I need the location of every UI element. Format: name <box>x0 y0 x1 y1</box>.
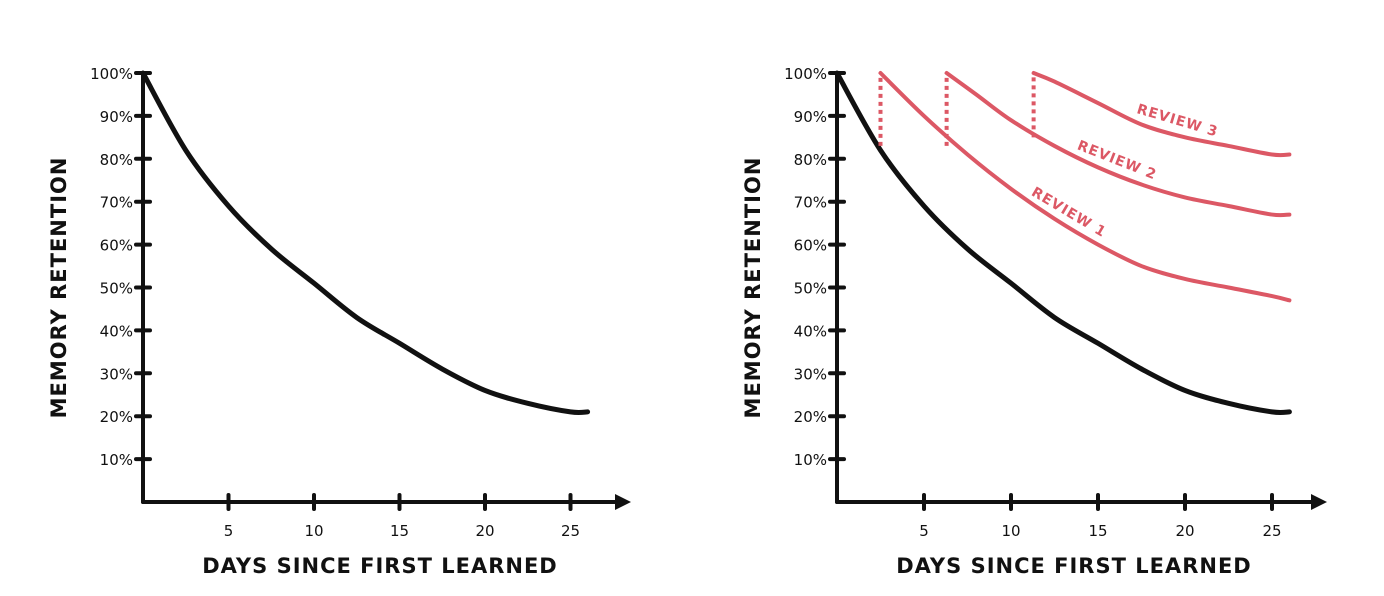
y-tick-label: 40% <box>794 322 827 340</box>
forgetting-curve-line <box>834 70 1292 416</box>
y-tick-label: 70% <box>794 194 827 212</box>
y-tick-label: 20% <box>100 408 133 426</box>
y-axis-label: MEMORY RETENTION <box>47 157 71 419</box>
review-3-curve <box>1031 71 1292 158</box>
review-2-curve <box>944 71 1292 218</box>
x-tick-label: 20 <box>475 522 494 540</box>
y-tick-label: 80% <box>100 151 133 169</box>
x-tick-label: 10 <box>1001 522 1020 540</box>
y-tick-label: 70% <box>100 194 133 212</box>
y-tick-label: 90% <box>794 108 827 126</box>
x-tick-label: 5 <box>919 522 929 540</box>
y-tick-label: 30% <box>794 365 827 383</box>
y-tick-label: 60% <box>100 237 133 255</box>
y-tick-label: 50% <box>100 280 133 298</box>
review-1-label: REVIEW 1 <box>1028 184 1108 241</box>
y-tick-label: 50% <box>794 280 827 298</box>
review-1-curve <box>878 71 1292 303</box>
y-tick-label: 100% <box>784 65 827 83</box>
y-tick-label: 30% <box>100 365 133 383</box>
y-tick-label: 40% <box>100 322 133 340</box>
x-tick-label: 15 <box>1088 522 1107 540</box>
x-axis-arrow <box>615 494 631 510</box>
y-tick-label: 10% <box>100 451 133 469</box>
chart-panel-1: 10% 20% 30% 40% 50% 60% 70% 80% 90% 100% 5 10 15 20 25… <box>47 65 631 578</box>
y-tick-label: 90% <box>100 108 133 126</box>
forgetting-curve-line <box>140 70 591 416</box>
x-axis-label: DAYS SINCE FIRST LEARNED <box>896 554 1252 578</box>
x-tick-label: 5 <box>224 522 234 540</box>
x-tick-label: 10 <box>304 522 323 540</box>
y-tick-label: 80% <box>794 151 827 169</box>
x-tick-label: 20 <box>1175 522 1194 540</box>
y-tick-label: 60% <box>794 237 827 255</box>
y-tick-label: 100% <box>90 65 133 83</box>
chart-panel-2: 10% 20% 30% 40% 50% 60% 70% 80% 90% 100% 5 10 15 20 25… <box>741 65 1327 578</box>
x-axis-label: DAYS SINCE FIRST LEARNED <box>202 554 558 578</box>
y-tick-label: 20% <box>794 408 827 426</box>
x-tick-label: 15 <box>390 522 409 540</box>
y-tick-label: 10% <box>794 451 827 469</box>
x-tick-label: 25 <box>561 522 580 540</box>
y-axis-label: MEMORY RETENTION <box>741 157 765 419</box>
x-tick-label: 25 <box>1262 522 1281 540</box>
x-axis-arrow <box>1311 494 1327 510</box>
